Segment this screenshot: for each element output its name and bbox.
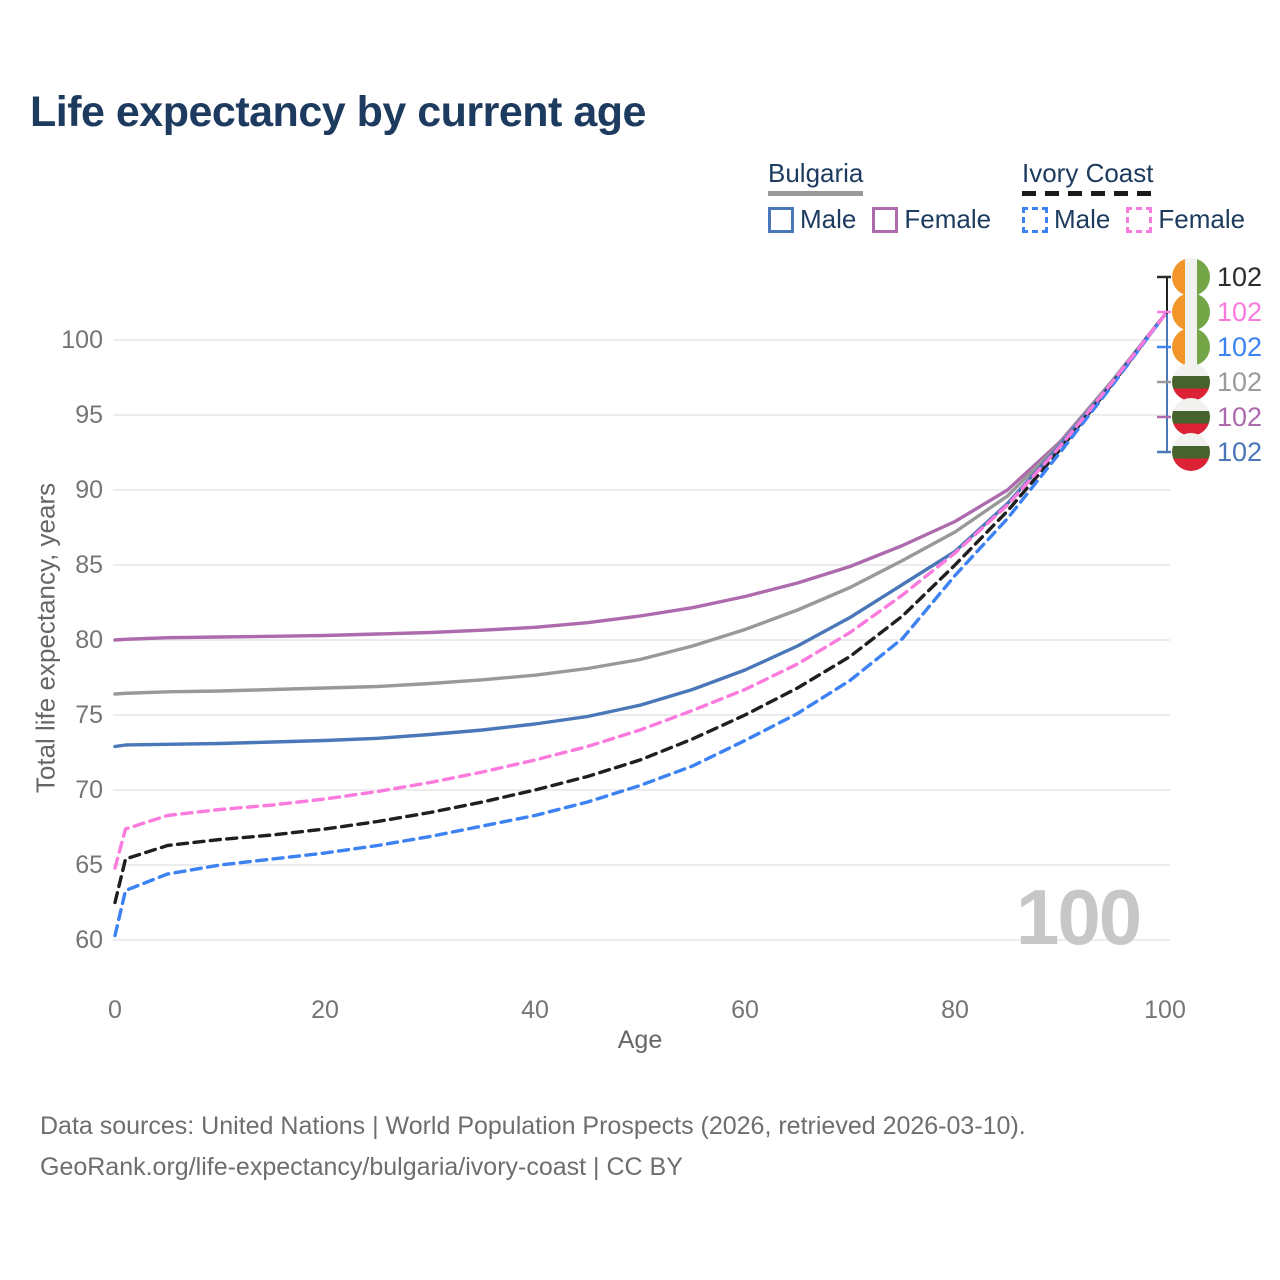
data-source-line: Data sources: United Nations | World Pop… (40, 1112, 1026, 1140)
end-label-row: 102 (1172, 433, 1262, 471)
end-label-row: 102 (1172, 293, 1262, 331)
legend-country-header[interactable]: Bulgaria (768, 158, 864, 196)
end-value-label: 102 (1217, 332, 1263, 362)
legend-item-label: Male (800, 204, 857, 234)
legend-item-bulgaria-female[interactable]: Female (872, 204, 991, 235)
legend-checkbox[interactable] (872, 206, 899, 233)
legend-line-style-sample (1022, 191, 1154, 196)
legend-item-label: Female (904, 204, 992, 234)
series-line-ivory-coast-female[interactable] (113, 312, 1167, 870)
x-axis-title: Age (617, 1026, 663, 1054)
legend-checkbox[interactable] (768, 206, 794, 233)
legend-item-label: Female (1158, 204, 1246, 234)
y-tick-label: 80 (75, 626, 103, 654)
bulgaria-flag-icon (1172, 398, 1210, 436)
legend-country-label: Bulgaria (768, 158, 864, 188)
end-label-row: 102 (1172, 328, 1262, 366)
legend-item-ivory-coast-male[interactable]: Male (1022, 204, 1110, 235)
end-value-label: 102 (1217, 262, 1263, 292)
y-tick-label: 75 (75, 701, 103, 729)
y-tick-label: 70 (75, 776, 103, 804)
legend-item-label: Male (1054, 204, 1111, 234)
y-tick-label: 95 (75, 401, 103, 429)
series-line-bulgaria-total[interactable] (113, 312, 1167, 696)
hovered-age-watermark: 100 (1016, 873, 1142, 961)
y-tick-label: 60 (75, 926, 103, 954)
end-value-label: 102 (1217, 437, 1263, 467)
series-line-ivory-coast-total[interactable] (113, 312, 1167, 905)
x-tick-label: 40 (521, 996, 549, 1024)
series-line-ivory-coast-male[interactable] (113, 312, 1167, 938)
y-tick-label: 65 (75, 851, 103, 879)
ivory-coast-flag-icon (1172, 293, 1210, 331)
legend-checkbox[interactable] (1126, 206, 1153, 233)
ivory-coast-flag-icon (1172, 328, 1210, 366)
legend-country-label: Ivory Coast (1022, 158, 1154, 188)
footer: Data sources: United Nations | World Pop… (40, 1106, 1026, 1188)
x-tick-label: 0 (108, 996, 122, 1024)
page-title: Life expectancy by current age (30, 88, 646, 136)
legend-line-style-sample (768, 191, 864, 196)
ivory-coast-flag-icon (1172, 258, 1210, 296)
end-value-label: 102 (1217, 367, 1263, 397)
attribution-line: GeoRank.org/life-expectancy/bulgaria/ivo… (40, 1153, 683, 1181)
x-tick-label: 100 (1144, 996, 1186, 1024)
series-line-bulgaria-female[interactable] (113, 312, 1167, 642)
legend-item-ivory-coast-female[interactable]: Female (1126, 204, 1245, 235)
end-label-row: 102 (1172, 258, 1262, 296)
y-tick-label: 100 (61, 326, 103, 354)
end-label-row: 102 (1172, 363, 1262, 401)
legend-group-bulgaria: Bulgaria Male Female (768, 158, 991, 235)
legend-checkbox[interactable] (1022, 206, 1048, 233)
legend-country-header[interactable]: Ivory Coast (1022, 158, 1154, 196)
y-tick-label: 85 (75, 551, 103, 579)
bulgaria-flag-icon (1172, 363, 1210, 401)
end-label-row: 102 (1172, 398, 1262, 436)
y-tick-label: 90 (75, 476, 103, 504)
x-tick-label: 20 (311, 996, 339, 1024)
bulgaria-flag-icon (1172, 433, 1210, 471)
legend-item-bulgaria-male[interactable]: Male (768, 204, 856, 235)
end-value-label: 102 (1217, 402, 1263, 432)
series-line-bulgaria-male[interactable] (113, 312, 1167, 749)
end-value-label: 102 (1217, 297, 1263, 327)
x-tick-label: 80 (941, 996, 969, 1024)
x-tick-label: 60 (731, 996, 759, 1024)
legend-group-ivory-coast: Ivory Coast Male Female (1022, 158, 1245, 235)
